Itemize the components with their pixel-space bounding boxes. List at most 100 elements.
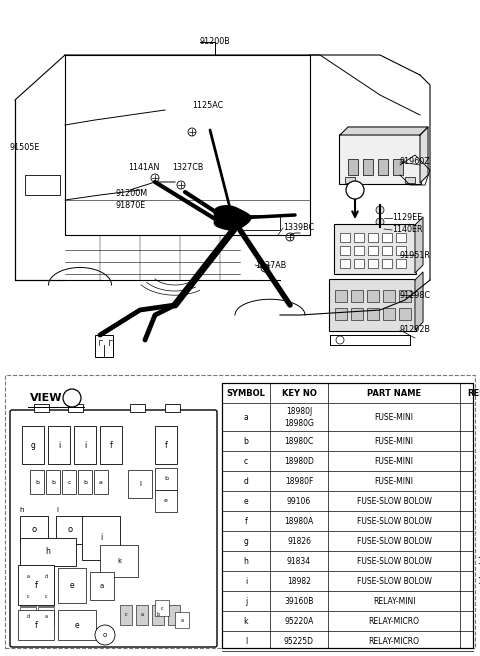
Text: RELAY-MICRO: RELAY-MICRO — [369, 636, 420, 646]
Bar — [405, 177, 415, 183]
Text: 91298C: 91298C — [400, 291, 431, 300]
Text: l: l — [139, 481, 141, 487]
Bar — [368, 233, 378, 242]
Text: a: a — [45, 613, 48, 619]
Polygon shape — [215, 206, 251, 230]
Bar — [128, 470, 152, 498]
Bar — [5, 375, 475, 648]
Text: 91834: 91834 — [287, 556, 311, 565]
Text: h: h — [243, 556, 249, 565]
Bar — [340, 233, 350, 242]
Bar — [367, 308, 379, 320]
Bar — [168, 605, 180, 625]
Bar — [378, 159, 388, 175]
Text: b: b — [156, 613, 159, 617]
Circle shape — [376, 206, 384, 214]
Text: e: e — [244, 497, 248, 506]
Text: d: d — [26, 613, 30, 619]
Text: 1327CB: 1327CB — [172, 163, 204, 173]
Bar — [56, 516, 84, 544]
Text: d: d — [243, 476, 249, 485]
Bar — [335, 290, 347, 302]
Text: 18982: 18982 — [287, 577, 311, 586]
Text: c: c — [67, 480, 71, 485]
Text: FUSE-MINI: FUSE-MINI — [374, 436, 413, 445]
Text: FUSE-MINI: FUSE-MINI — [374, 476, 413, 485]
Text: 95225D: 95225D — [284, 636, 314, 646]
Bar — [38, 588, 54, 606]
Bar — [78, 470, 92, 494]
Text: d: d — [45, 575, 48, 579]
Text: 18980J: 18980J — [286, 407, 312, 417]
Bar — [222, 383, 473, 648]
FancyBboxPatch shape — [339, 134, 421, 184]
Text: 1129EE: 1129EE — [392, 213, 422, 222]
Text: 1141AN: 1141AN — [128, 163, 159, 173]
Text: 18980D: 18980D — [284, 457, 314, 466]
Text: 91960Z: 91960Z — [400, 157, 431, 167]
Text: o: o — [31, 525, 36, 535]
Bar — [95, 335, 113, 357]
Bar — [18, 610, 54, 640]
Text: c: c — [161, 605, 163, 611]
Bar — [38, 568, 54, 586]
Polygon shape — [415, 272, 423, 330]
Text: 91200B: 91200B — [200, 37, 230, 47]
Bar — [393, 159, 403, 175]
Text: FUSE-MINI: FUSE-MINI — [374, 413, 413, 422]
Text: a: a — [99, 480, 103, 485]
Text: 18980C: 18980C — [284, 436, 313, 445]
Text: FUSE-SLOW BOLOW: FUSE-SLOW BOLOW — [357, 537, 432, 546]
Bar — [90, 572, 114, 600]
Text: 99106: 99106 — [287, 497, 311, 506]
Text: g: g — [31, 440, 36, 449]
Text: 39160B: 39160B — [284, 596, 314, 605]
Bar — [20, 568, 36, 586]
Text: A: A — [352, 186, 358, 194]
Bar — [62, 470, 76, 494]
Bar — [20, 588, 36, 606]
Text: 1339BC: 1339BC — [283, 224, 314, 232]
Text: c: c — [244, 457, 248, 466]
FancyBboxPatch shape — [329, 279, 416, 331]
Circle shape — [177, 181, 185, 189]
Text: h: h — [20, 507, 24, 513]
Bar — [368, 259, 378, 268]
Text: f: f — [35, 621, 37, 630]
Text: c: c — [45, 594, 48, 600]
Text: e: e — [164, 499, 168, 504]
Text: h: h — [46, 548, 50, 556]
Bar — [351, 308, 363, 320]
Text: b: b — [164, 476, 168, 482]
Text: i: i — [84, 440, 86, 449]
Bar — [155, 426, 177, 464]
Text: 91951R: 91951R — [400, 251, 431, 260]
Text: i: i — [245, 577, 247, 586]
Text: o: o — [67, 525, 72, 535]
Bar — [396, 259, 406, 268]
Bar — [34, 404, 49, 412]
Text: i: i — [56, 507, 58, 513]
Bar — [351, 290, 363, 302]
Text: 1327AB: 1327AB — [255, 260, 286, 270]
Bar — [58, 568, 86, 603]
Text: RELAY-MICRO: RELAY-MICRO — [369, 617, 420, 626]
Text: a: a — [141, 613, 144, 617]
Circle shape — [336, 336, 344, 344]
Bar — [240, 215, 280, 230]
Bar — [382, 259, 392, 268]
Bar — [30, 470, 44, 494]
Circle shape — [63, 389, 81, 407]
Text: A: A — [69, 394, 75, 403]
Text: 18980G: 18980G — [284, 419, 314, 428]
Circle shape — [346, 181, 364, 199]
Text: 91826: 91826 — [287, 537, 311, 546]
Text: KEY NO: KEY NO — [282, 388, 316, 398]
Text: j: j — [245, 596, 247, 605]
Bar — [20, 538, 76, 566]
Text: b: b — [51, 480, 55, 485]
Bar — [340, 246, 350, 255]
Bar — [155, 600, 169, 616]
Text: k: k — [244, 617, 248, 626]
Text: b: b — [35, 480, 39, 485]
